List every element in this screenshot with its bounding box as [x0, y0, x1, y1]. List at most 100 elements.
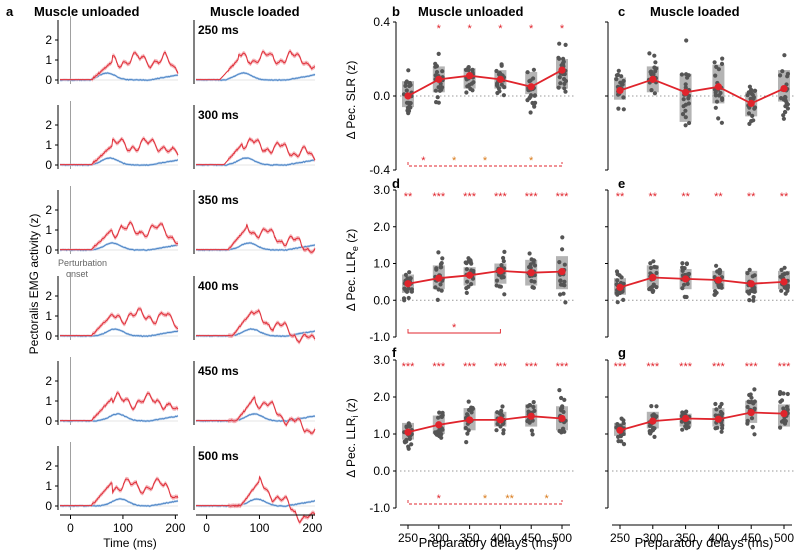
- panel-c-data-point: [683, 108, 688, 113]
- panel-f-y-tick-label: 1.0: [373, 427, 390, 441]
- panel-d-bracket: [407, 329, 501, 334]
- panel-g-data-point: [778, 390, 783, 395]
- panel-c-data-point: [783, 94, 788, 100]
- panel-d-data-point: [562, 279, 567, 284]
- delay-label: 400 ms: [198, 279, 239, 293]
- panel-c-data-point: [785, 74, 790, 79]
- panel-d-data-point: [499, 275, 504, 280]
- panel-c-title: Muscle loaded: [650, 4, 740, 19]
- panel-c-data-point: [745, 93, 750, 98]
- panel-letter-c: c: [618, 4, 625, 19]
- panel-f-data-point: [494, 428, 499, 433]
- panel-d-data-point: [464, 261, 469, 266]
- panel-e-data-point: [648, 261, 653, 266]
- panel-c-box-350: [679, 73, 692, 122]
- panel-f-data-point: [557, 388, 562, 393]
- panel-c-data-point: [683, 82, 688, 87]
- emg-x-tick-label: 0: [67, 521, 74, 535]
- panel-f-data-point: [560, 404, 565, 409]
- panel-b-data-point: [440, 69, 445, 74]
- panel-e-data-point: [779, 288, 784, 293]
- panel-g-data-point: [621, 421, 626, 426]
- panel-d-bracket-star: *: [452, 322, 457, 334]
- panel-b-mean-point-350: [466, 72, 474, 80]
- panel-g-mean-line: [619, 411, 785, 432]
- panel-g-data-point: [681, 411, 686, 416]
- panel-d-ylabel-main: Δ Pec. LLR: [344, 251, 358, 311]
- panel-f-y-tick-label: 0.0: [373, 464, 390, 478]
- panel-f-data-point: [559, 395, 564, 401]
- panel-b-y-tick-label: 0.0: [373, 89, 390, 103]
- panel-d-data-point: [532, 279, 537, 284]
- panel-c-data-point: [749, 90, 754, 95]
- panel-f-data-point: [440, 427, 445, 432]
- panel-b-mean-point-450: [527, 83, 535, 91]
- panel-d-y-tick-label: 0.0: [373, 293, 390, 307]
- panel-c-data-point: [683, 85, 688, 90]
- panel-d-y-tick-label: 3.0: [373, 183, 390, 197]
- panel-e-data-point: [651, 282, 656, 287]
- panel-g-data-point: [650, 413, 655, 418]
- unloaded-trace-band: [60, 390, 178, 422]
- delay-label: 450 ms: [198, 364, 239, 378]
- unloaded-trace: [196, 224, 316, 254]
- panel-g-data-point: [650, 428, 656, 433]
- panel-e-data-point: [717, 285, 722, 290]
- panel-b-data-point: [466, 68, 471, 73]
- panel-d-ylabel: Δ Pec. LLRe (z): [344, 229, 360, 311]
- panel-f-bracket-star: *: [483, 493, 488, 505]
- panel-c-data-point: [684, 38, 689, 43]
- panel-e-data-point: [680, 286, 685, 291]
- panel-d-mean-point-450: [527, 269, 535, 277]
- panel-b-title: Muscle unloaded: [418, 4, 524, 19]
- panel-b-data-point: [406, 68, 411, 73]
- panel-d-data-point: [494, 278, 500, 283]
- panel-b-data-point: [528, 94, 533, 99]
- panel-f-mean-point-300: [435, 421, 443, 429]
- panel-f-data-point: [470, 406, 475, 411]
- panel-g-data-point: [718, 409, 724, 415]
- panel-f-data-point: [532, 408, 537, 413]
- panel-d-data-point: [465, 279, 470, 284]
- panel-f-ylabel-main: Δ Pec. LLR: [344, 417, 358, 477]
- panel-g-data-point: [719, 429, 724, 434]
- panel-b-y-tick-label: -0.4: [369, 163, 390, 177]
- panel-f-x-tick-label: 450: [521, 531, 541, 545]
- panel-b-significance-star: *: [560, 23, 565, 35]
- panel-e-data-point: [751, 298, 756, 303]
- panel-b-data-point: [433, 88, 438, 93]
- unloaded-trace: [60, 392, 179, 422]
- unloaded-trace-band: [196, 394, 315, 436]
- panel-e-data-point: [751, 295, 756, 300]
- panel-g-x-tick-label: 250: [610, 531, 630, 545]
- panel-b-mean-line: [407, 69, 563, 97]
- panel-e-data-point: [685, 281, 690, 286]
- unloaded-trace-band: [60, 476, 178, 507]
- panel-d-data-point: [530, 285, 535, 290]
- panel-c-data-point: [713, 73, 718, 78]
- panel-d-mean-point-250: [404, 280, 412, 288]
- panel-g-data-point: [654, 404, 659, 409]
- delay-label: 350 ms: [198, 193, 239, 207]
- panel-g-data-point: [615, 422, 620, 427]
- emg-subplot-r1-unloaded: 0 1 2: [45, 16, 179, 87]
- panel-d-data-point: [560, 247, 565, 252]
- panel-d-data-point: [558, 292, 563, 297]
- panel-letter-a: a: [6, 4, 14, 19]
- panel-c-data-point: [620, 82, 625, 87]
- emg-x-tick-label: 0: [203, 521, 210, 535]
- panel-c-data-point: [649, 88, 654, 93]
- panel-e-mean-point-350: [682, 275, 690, 283]
- panel-e-data-point: [615, 300, 620, 305]
- panel-f-significance-star: ***: [494, 361, 508, 373]
- emg-y-tick-label: 1: [45, 138, 52, 152]
- panel-b-data-point: [408, 101, 413, 106]
- panel-b-data-point: [559, 63, 564, 68]
- loaded-trace-band: [196, 71, 315, 82]
- panel-e-data-point: [713, 289, 718, 294]
- panel-g-significance-star: ***: [614, 361, 628, 373]
- emg-y-tick-label: 2: [45, 374, 52, 388]
- panel-d-y-tick-label: 1.0: [373, 257, 390, 271]
- panel-c-data-point: [779, 96, 784, 101]
- panel-b-data-point: [433, 73, 438, 78]
